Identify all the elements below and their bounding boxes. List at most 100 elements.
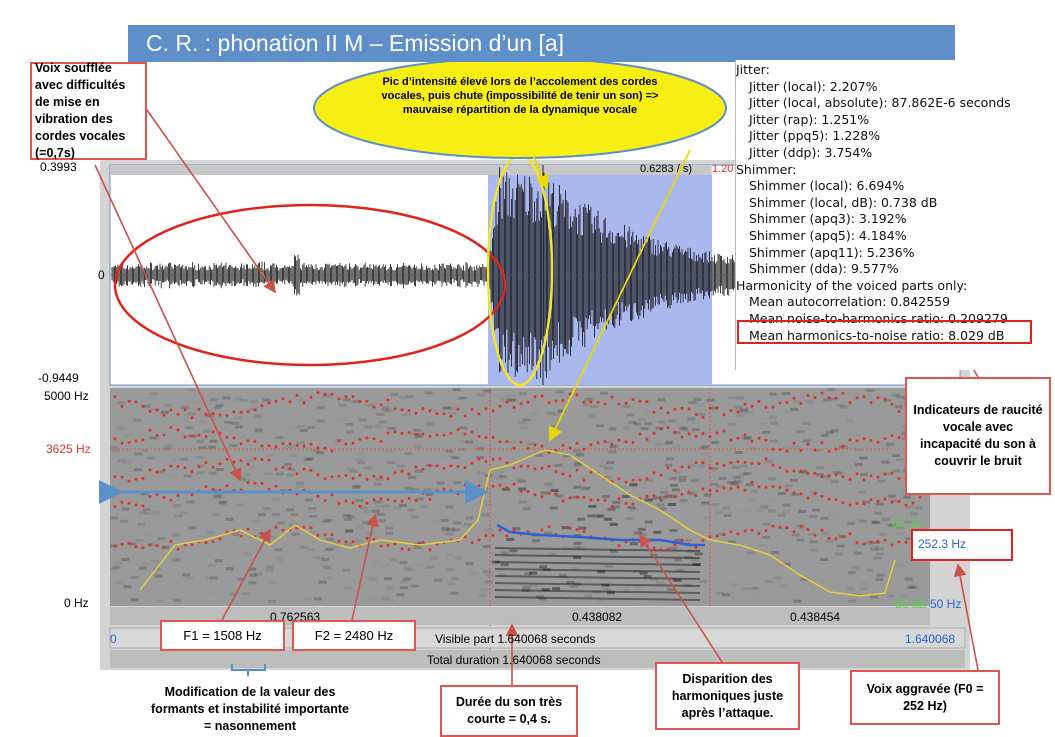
texture <box>121 503 129 506</box>
formant-dot <box>589 443 593 447</box>
texture <box>345 422 354 426</box>
texture <box>305 457 314 461</box>
texture <box>847 571 856 575</box>
texture <box>501 398 510 402</box>
formant-dot <box>225 457 229 461</box>
formant-dot <box>302 525 306 529</box>
report-line: Shimmer (apq11): 5.236% <box>749 244 915 260</box>
texture <box>530 584 538 588</box>
texture <box>737 510 745 513</box>
texture <box>875 502 884 506</box>
texture <box>522 418 531 422</box>
formant-dot <box>897 410 901 414</box>
formant-dot <box>883 437 887 440</box>
texture <box>399 561 408 565</box>
formant-dot <box>239 534 243 538</box>
formant-dot <box>876 475 880 479</box>
formant-dot <box>407 472 411 476</box>
texture <box>888 490 896 493</box>
formant-dot <box>771 405 775 409</box>
formant-dot <box>400 431 404 435</box>
texture <box>506 398 515 402</box>
formant-dot <box>253 439 257 443</box>
texture <box>442 406 451 410</box>
formant-dot <box>673 407 677 411</box>
texture <box>299 429 308 433</box>
texture <box>791 533 800 537</box>
formant-dot <box>456 428 460 432</box>
texture <box>443 406 452 410</box>
texture <box>750 587 759 590</box>
formant-dot <box>904 503 908 507</box>
texture <box>331 541 340 545</box>
formant-dot <box>526 400 530 404</box>
formant-dot <box>799 402 803 406</box>
formant-dot <box>617 497 621 501</box>
texture <box>506 394 515 398</box>
formant-dot <box>652 410 656 414</box>
formant-dot <box>708 435 712 439</box>
texture <box>830 429 839 433</box>
formant-dot <box>722 413 726 417</box>
formant-dot <box>701 487 705 491</box>
texture <box>480 588 489 592</box>
formant-dot <box>260 531 264 535</box>
texture <box>110 516 119 520</box>
texture <box>441 529 450 533</box>
texture <box>688 401 697 405</box>
texture <box>687 464 696 468</box>
texture <box>603 587 612 591</box>
texture <box>205 576 214 580</box>
texture <box>890 499 898 503</box>
texture <box>446 568 455 572</box>
texture <box>735 414 744 418</box>
formant-dot <box>834 473 838 477</box>
texture <box>639 571 648 575</box>
formant-dot <box>463 432 467 436</box>
report-line: Shimmer (apq3): 3.192% <box>749 211 907 227</box>
report-line: Mean harmonics-to-noise ratio: 8.029 dB <box>749 327 1005 343</box>
texture <box>151 560 160 564</box>
formant-dot <box>281 442 285 446</box>
texture <box>371 509 380 513</box>
texture <box>769 392 778 396</box>
texture <box>768 477 777 481</box>
texture <box>784 484 793 488</box>
texture <box>476 447 485 451</box>
texture <box>303 457 312 461</box>
texture <box>358 452 367 455</box>
formant-dot <box>596 498 600 502</box>
texture <box>138 566 147 570</box>
texture <box>384 577 392 581</box>
formant-dot <box>274 445 278 449</box>
texture <box>684 583 693 587</box>
texture <box>716 485 725 488</box>
texture <box>717 532 726 536</box>
texture <box>445 505 454 509</box>
formant-dot <box>624 501 628 505</box>
formant-dot <box>715 462 719 465</box>
texture <box>382 563 391 567</box>
texture <box>309 531 317 535</box>
texture <box>892 469 901 473</box>
texture <box>182 573 191 577</box>
texture <box>254 429 263 433</box>
texture <box>436 481 445 485</box>
texture <box>774 581 782 584</box>
texture <box>572 449 581 453</box>
formant-dot <box>386 477 390 481</box>
formant-dot <box>680 465 684 469</box>
texture <box>701 501 710 505</box>
formant-dot <box>491 484 495 488</box>
red-ellipse <box>113 203 507 367</box>
texture <box>679 475 688 479</box>
texture <box>374 482 382 486</box>
texture <box>300 546 309 549</box>
formant-dot <box>638 399 642 403</box>
formant-dot <box>358 504 362 508</box>
formant-dot <box>330 392 334 396</box>
formant-dot <box>134 439 138 443</box>
formant-dot <box>428 548 432 552</box>
harmonic <box>494 554 701 559</box>
texture <box>830 397 839 401</box>
